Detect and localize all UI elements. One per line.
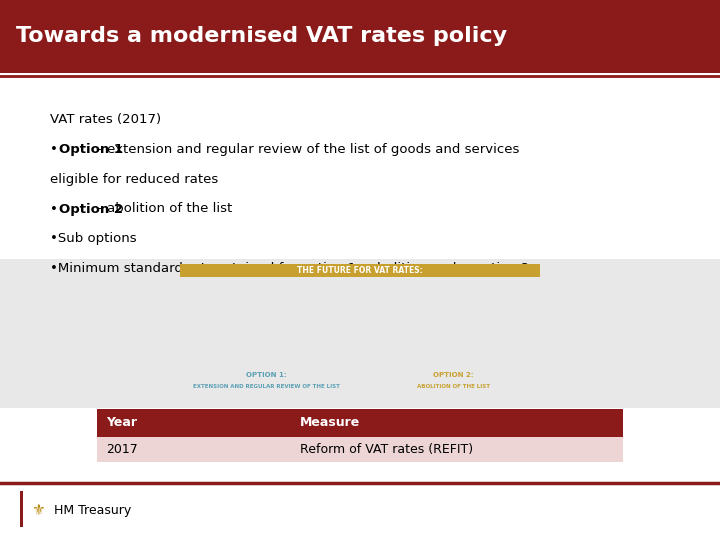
Text: •: • xyxy=(50,202,58,215)
Bar xyxy=(97,437,623,462)
Text: ABOLITION OF THE LIST: ABOLITION OF THE LIST xyxy=(417,384,490,389)
Text: OPTION 2:: OPTION 2: xyxy=(433,372,474,378)
Text: OPTION 1:: OPTION 1: xyxy=(246,372,287,378)
Bar xyxy=(20,491,23,526)
Text: Year: Year xyxy=(106,416,137,429)
FancyBboxPatch shape xyxy=(0,0,720,73)
Text: •: • xyxy=(50,143,58,156)
Text: EXTENSION AND REGULAR REVIEW OF THE LIST: EXTENSION AND REGULAR REVIEW OF THE LIST xyxy=(193,384,340,389)
Text: Option 1: Option 1 xyxy=(59,143,123,156)
Text: THE FUTURE FOR VAT RATES:: THE FUTURE FOR VAT RATES: xyxy=(297,266,423,275)
Text: – extension and regular review of the list of goods and services: – extension and regular review of the li… xyxy=(92,143,520,156)
Text: HM Treasury: HM Treasury xyxy=(54,504,131,517)
Text: – abolition of the list: – abolition of the list xyxy=(92,202,233,215)
Text: Option 2: Option 2 xyxy=(59,202,123,215)
Bar xyxy=(180,264,540,277)
Text: ⚜: ⚜ xyxy=(32,503,45,518)
Text: eligible for reduced rates: eligible for reduced rates xyxy=(50,173,219,186)
Text: VAT rates (2017): VAT rates (2017) xyxy=(50,113,161,126)
Text: Reform of VAT rates (REFIT): Reform of VAT rates (REFIT) xyxy=(300,443,474,456)
Bar xyxy=(0,259,720,408)
Text: •Sub options: •Sub options xyxy=(50,232,137,245)
Text: •Minimum standard rate retained for option 1.  abolition under option 2: •Minimum standard rate retained for opti… xyxy=(50,262,530,275)
Bar xyxy=(97,409,623,437)
Text: 2017: 2017 xyxy=(106,443,138,456)
Text: Towards a modernised VAT rates policy: Towards a modernised VAT rates policy xyxy=(16,26,507,46)
Text: Measure: Measure xyxy=(300,416,361,429)
